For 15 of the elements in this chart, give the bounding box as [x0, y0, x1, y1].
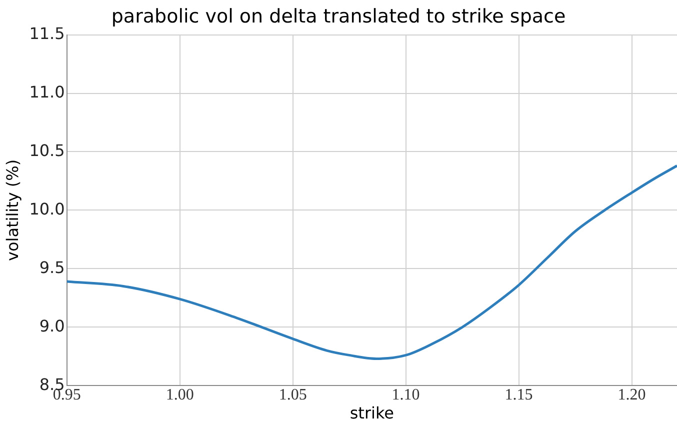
- chart-title: parabolic vol on delta translated to strike space: [111, 5, 566, 28]
- y-tick-label: 10.0: [29, 199, 65, 218]
- y-tick-label: 11.5: [29, 24, 65, 43]
- y-tick-label: 9.0: [39, 316, 65, 336]
- x-axis-title: strike: [350, 404, 394, 423]
- y-tick-label: 9.5: [39, 258, 65, 277]
- line-series: [66, 164, 677, 360]
- y-axis-title: volatility (%): [2, 159, 22, 262]
- y-tick-label: 10.5: [29, 140, 65, 160]
- x-tick-label: 1.00: [166, 386, 194, 404]
- y-tick-label: 11.0: [29, 82, 65, 102]
- x-tick-label: 1.10: [392, 386, 420, 404]
- x-tick-label: 1.15: [504, 386, 533, 404]
- x-tick-label: 1.05: [278, 386, 307, 404]
- x-tick-label: 1.20: [618, 386, 646, 404]
